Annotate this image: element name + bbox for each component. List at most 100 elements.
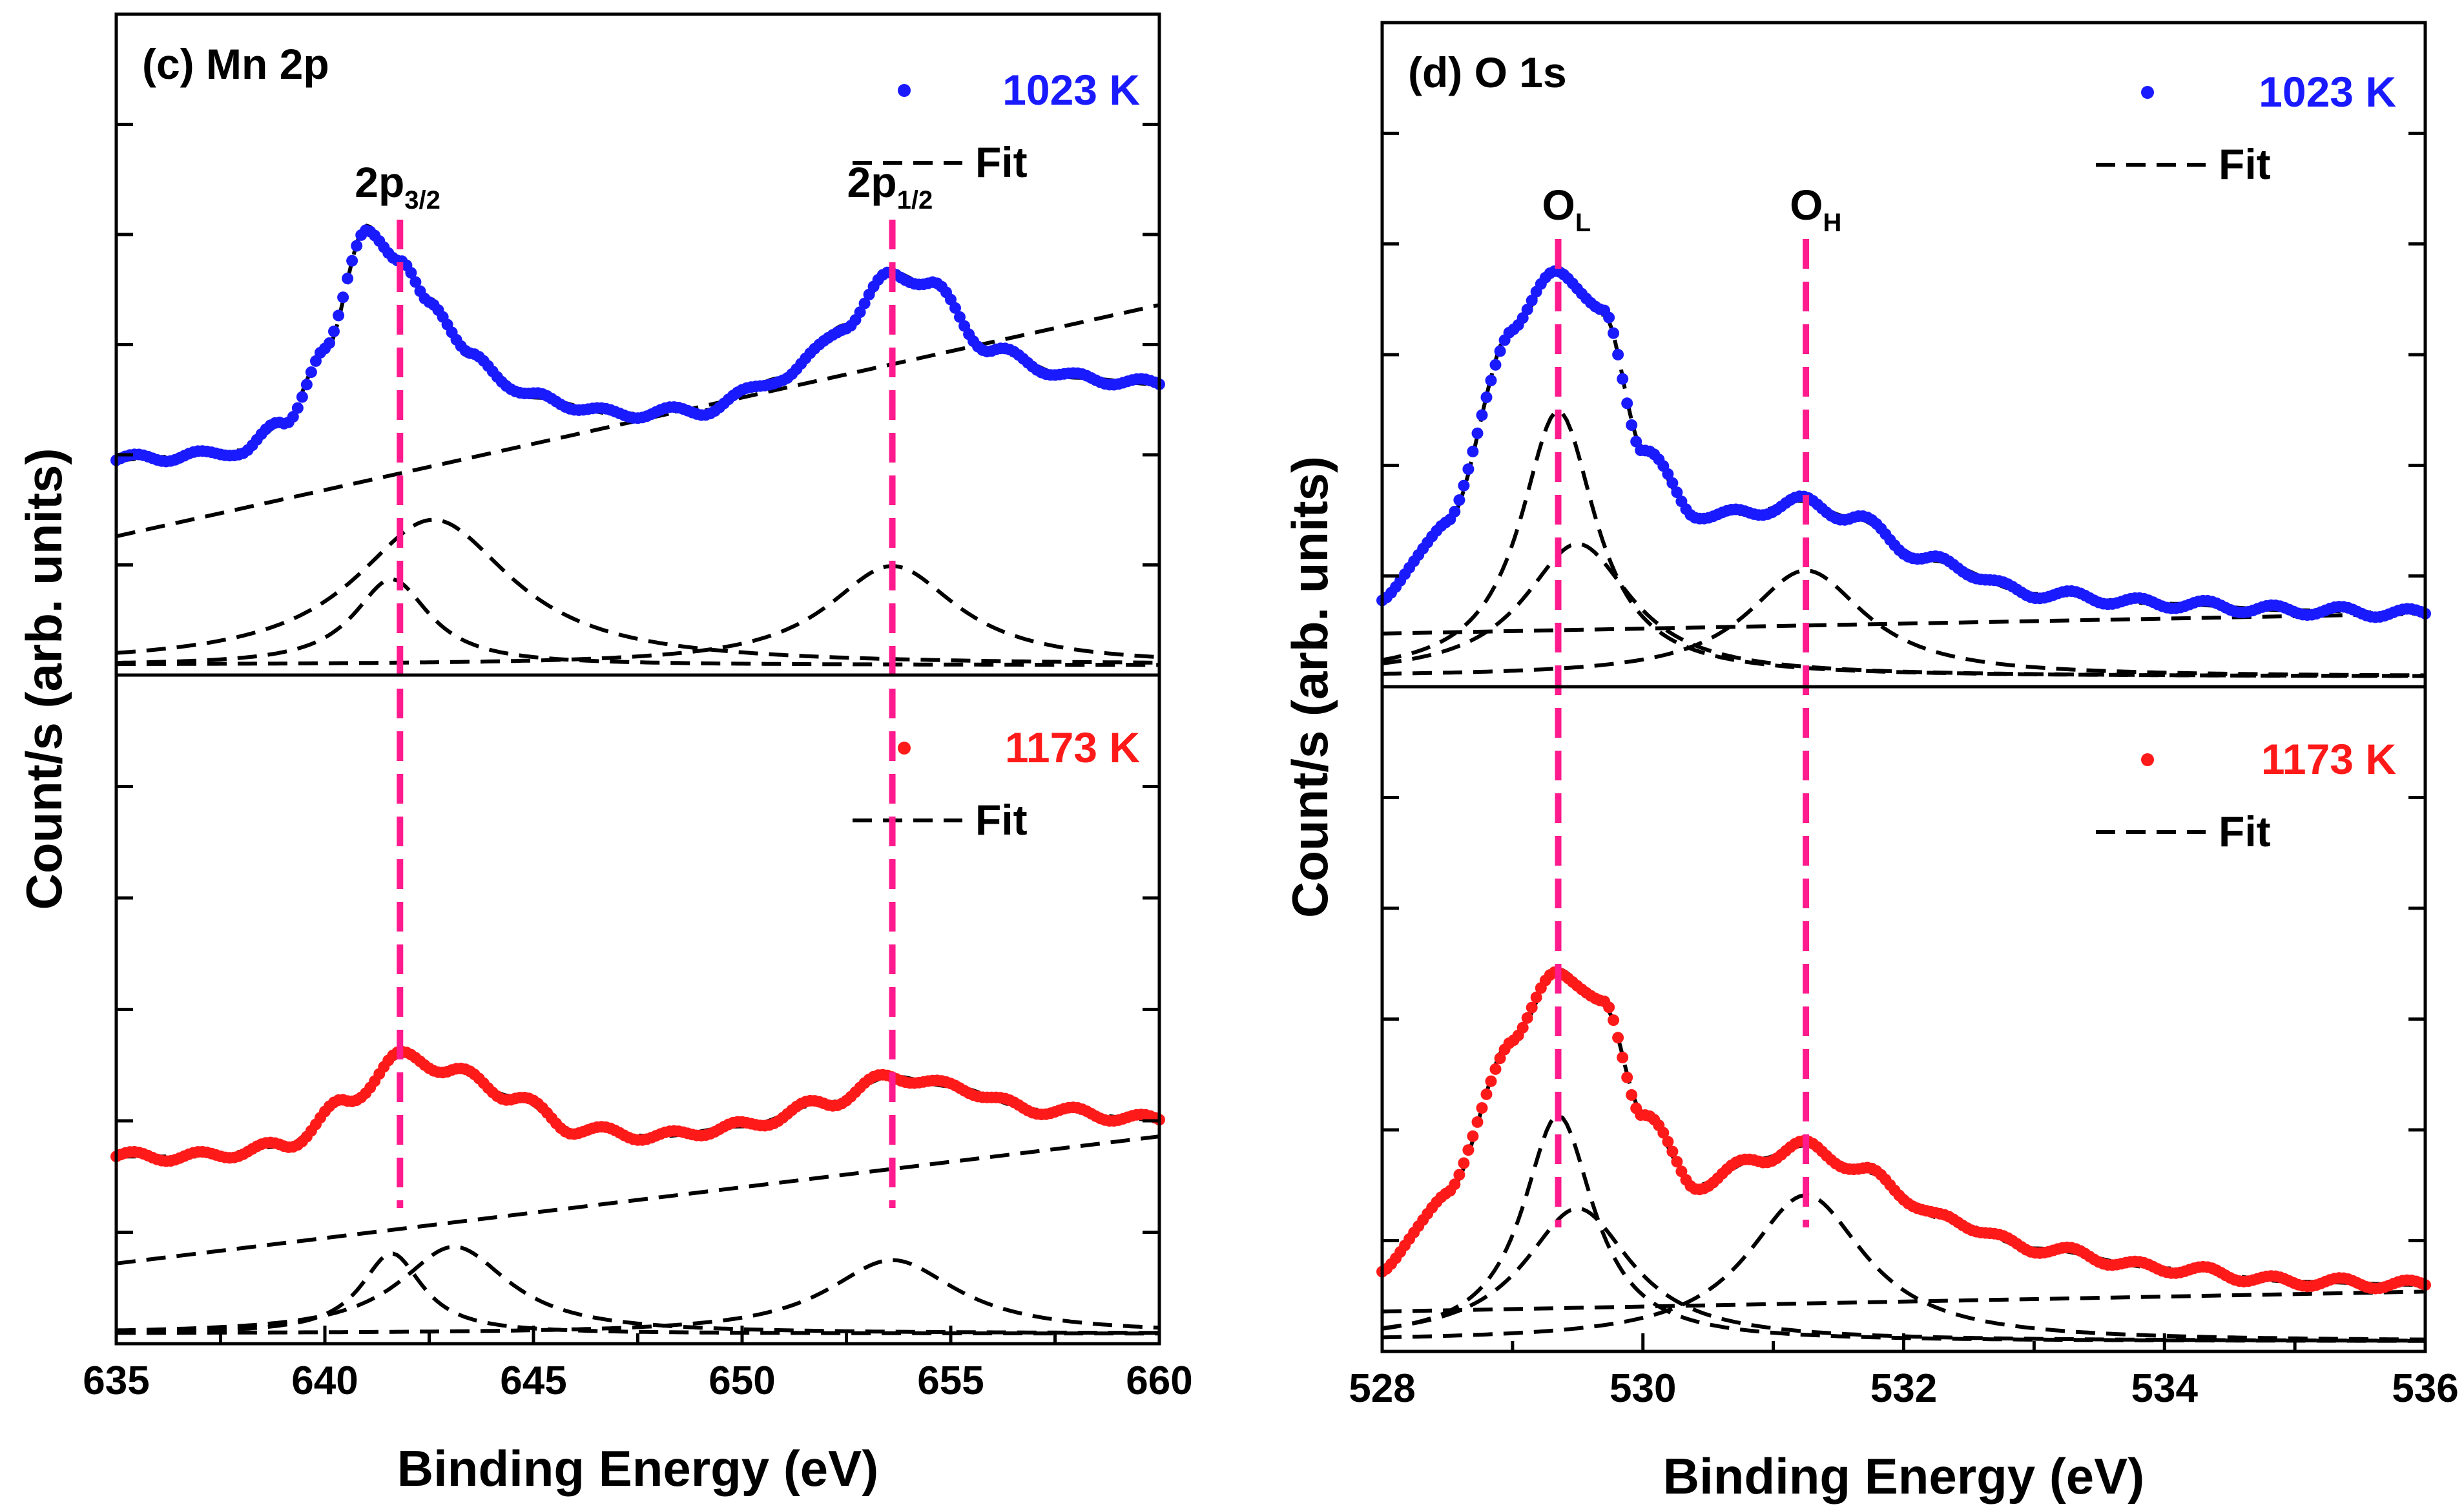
data-point [1476,1102,1488,1114]
peak-label-sub: 1/2 [897,186,933,214]
legend-temperature: 1173 K [2261,735,2397,783]
legend-marker [898,84,911,97]
data-point [287,411,299,423]
x-tick-label: 532 [1870,1366,1937,1411]
x-tick-label: 534 [2131,1366,2199,1411]
legend-marker [2141,86,2154,99]
fit-component-3 [1382,568,2425,678]
data-point [858,297,871,309]
data-point [1462,1144,1475,1156]
data-point [1621,397,1633,410]
data-point [1608,327,1620,339]
peak-label: 2p1/2 [847,158,933,214]
data-point [1671,486,1683,499]
data-point [1485,1075,1497,1087]
data-point [1517,1021,1529,1034]
y-axis-title: Count/s (arb. units) [16,448,72,910]
data-point [1603,1001,1615,1014]
x-tick-label: 640 [291,1359,358,1403]
x-tick-label: 655 [917,1359,984,1403]
data-point [1458,1157,1470,1169]
data-point [1467,445,1479,457]
data-point [854,306,866,318]
data-point [333,309,345,322]
data-point [1521,1012,1533,1024]
legend-temperature: 1023 K [1002,66,1140,114]
peak-label: OL [1542,181,1591,237]
subpanel-d-top: 1023 K Fit [1376,68,2431,678]
data-point [1458,479,1470,492]
peak-label-main: O [1542,181,1575,229]
data-point [954,311,966,323]
data-point [1489,359,1502,371]
legend-temperature: 1173 K [1005,724,1141,771]
x-tick-label: 530 [1610,1366,1676,1411]
data-point [1489,1063,1502,1075]
data-point [1657,1127,1670,1139]
data-point [1666,477,1679,489]
peak-label: OH [1790,181,1841,237]
data-point [1626,1089,1638,1101]
data-point [1617,1052,1629,1063]
legend-fit-label: Fit [2219,140,2271,188]
total-fit-curve [1382,266,2425,616]
data-point [1603,311,1615,324]
peak-label: 2p3/2 [355,158,440,214]
data-point [1471,427,1484,439]
data-point [351,240,363,252]
data-point [1662,468,1674,480]
legend-c-0: 1023 K Fit [853,66,1140,186]
x-tick-label: 650 [709,1359,775,1403]
x-axis-title: Binding Energy (eV) [397,1440,878,1497]
data-point [1626,419,1638,431]
data-point [1485,374,1497,386]
data-point [409,276,422,288]
background-fit-line [1382,1289,2426,1314]
data-point [291,402,304,414]
data-points [110,224,1165,468]
data-point [324,337,335,349]
data-point [1494,1052,1506,1065]
legend-d-1: 1173 K Fit [2096,735,2396,855]
legend-temperature: 1023 K [2259,68,2396,116]
data-point [296,391,308,403]
data-points [1376,966,2431,1295]
data-point [300,379,313,391]
data-point [1612,1032,1624,1044]
legend-fit-label: Fit [975,796,1028,844]
data-point [1453,1169,1465,1181]
legend-c-1: 1173 K Fit [853,724,1140,844]
data-point [949,302,961,314]
data-point [1453,494,1465,506]
peak-label-sub: L [1575,209,1591,237]
data-point [328,326,340,337]
data-point [1526,1001,1538,1014]
data-point [1621,1071,1633,1083]
subpanel-d-bottom: 1173 K Fit [1376,735,2431,1343]
background-fit-line [116,1134,1160,1266]
fit-component-3 [1382,1193,2426,1342]
peak-label-sub: H [1823,209,1841,237]
data-point [1530,991,1542,1003]
fit-component-3 [116,1258,1160,1335]
data-point [1671,1156,1683,1168]
data-point [1449,1178,1461,1191]
x-axis-title: Binding Energy (eV) [1663,1448,2144,1505]
data-point [1467,1130,1479,1142]
data-point [337,291,349,304]
data-point [305,366,317,379]
peak-label-main: O [1790,181,1823,229]
data-point [405,267,417,279]
data-point [1630,435,1642,448]
data-point [1521,304,1533,316]
data-point [1480,1088,1493,1100]
x-tick-label: 635 [83,1359,149,1403]
fit-component-2 [116,517,1160,665]
subpanel-c-bottom: 1173 K Fit [110,724,1165,1336]
peak-label-sub: 3/2 [404,186,440,214]
data-point [1471,1116,1484,1128]
data-point [1526,295,1538,307]
x-tick-label: 528 [1349,1366,1415,1411]
subpanel-c-top: 1023 K Fit [110,66,1165,667]
legend-marker [898,742,911,755]
